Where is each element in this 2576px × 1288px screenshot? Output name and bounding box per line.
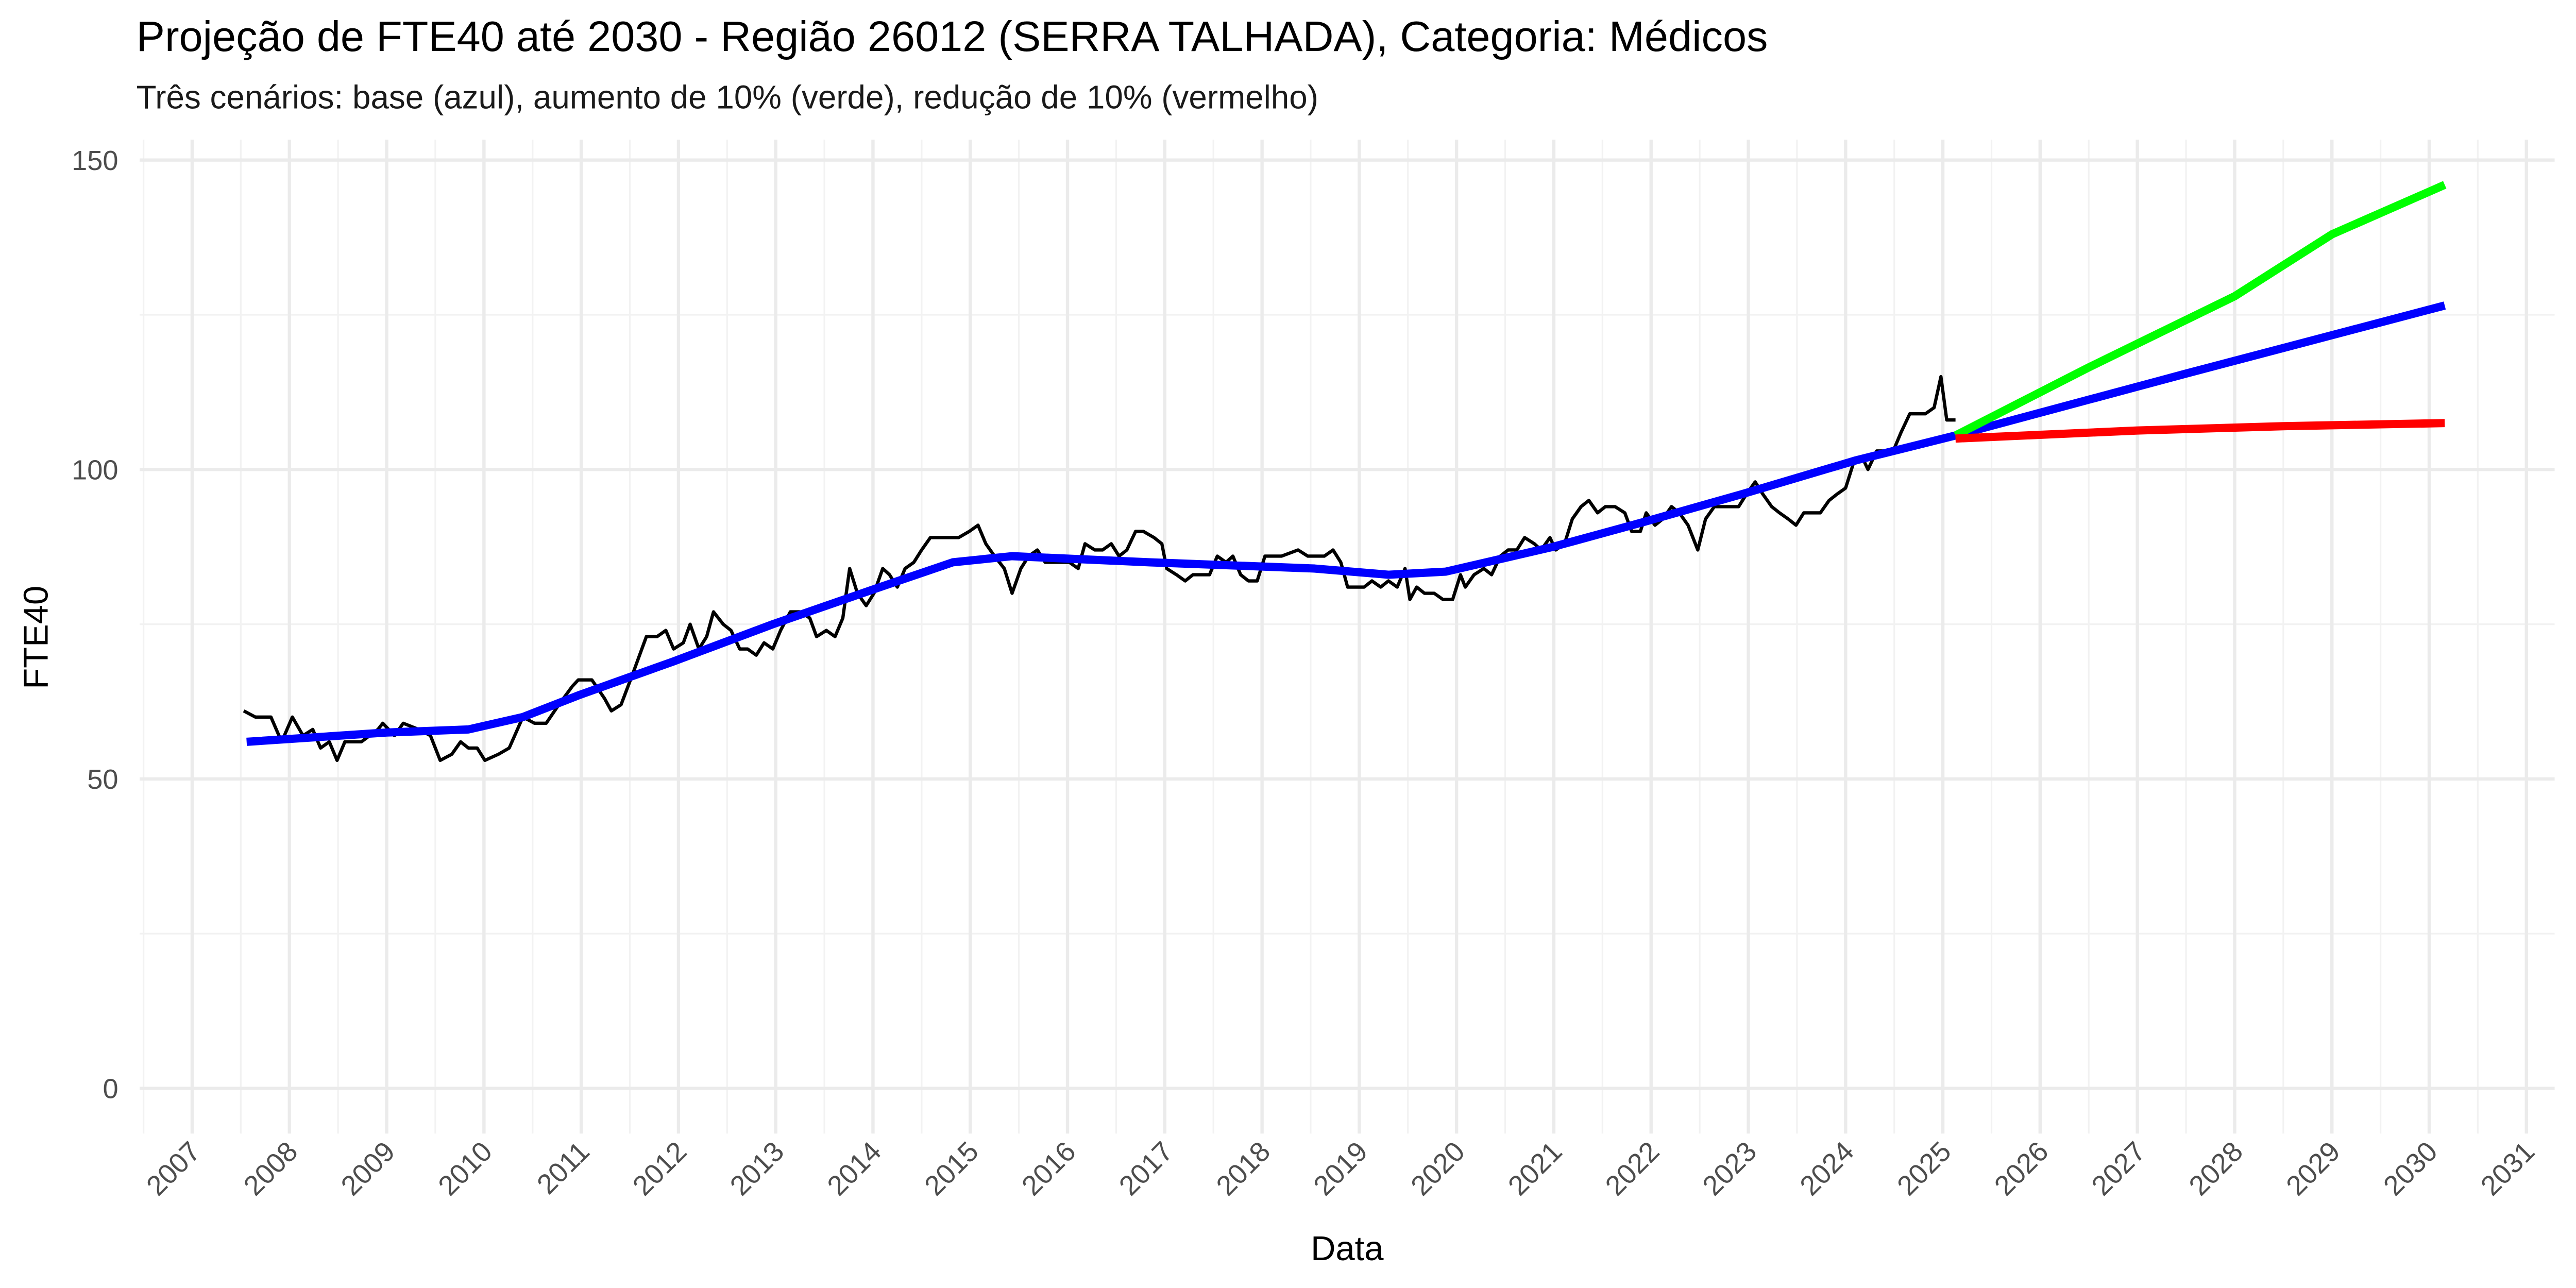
grid xyxy=(140,140,2555,1134)
x-tick-label: 2027 xyxy=(2086,1136,2152,1202)
x-tick-label: 2009 xyxy=(335,1136,401,1202)
x-tick-label: 2018 xyxy=(1211,1136,1277,1202)
x-tick-label: 2008 xyxy=(238,1136,304,1202)
series-line xyxy=(1954,181,2447,439)
x-tick-label: 2012 xyxy=(627,1136,693,1202)
chart-subtitle: Três cenários: base (azul), aumento de 1… xyxy=(137,78,1318,115)
series-line xyxy=(243,375,1956,762)
y-tick-label: 50 xyxy=(87,764,118,795)
tick-labels: 0 50 100 150 2007 2008 2009 2010 2011 2012 2013 201… xyxy=(72,145,2540,1201)
plot xyxy=(243,181,2447,762)
chart-title: Projeção de FTE40 até 2030 - Região 2601… xyxy=(137,12,1768,60)
x-tick-label: 2007 xyxy=(141,1136,207,1202)
x-tick-label: 2011 xyxy=(531,1136,596,1200)
x-tick-label: 2021 xyxy=(1502,1136,1568,1202)
x-tick-label: 2025 xyxy=(1891,1136,1957,1202)
y-tick-label: 150 xyxy=(72,145,118,176)
y-tick-label: 0 xyxy=(103,1074,118,1105)
x-tick-label: 2024 xyxy=(1794,1136,1860,1202)
x-tick-label: 2019 xyxy=(1308,1136,1374,1202)
x-tick-label: 2013 xyxy=(724,1136,790,1202)
x-tick-label: 2031 xyxy=(2475,1136,2541,1202)
x-tick-label: 2030 xyxy=(2378,1136,2444,1202)
x-tick-label: 2026 xyxy=(1989,1136,2055,1202)
y-tick-label: 100 xyxy=(72,454,118,485)
x-tick-label: 2014 xyxy=(821,1136,887,1202)
y-axis-title: FTE40 xyxy=(16,586,55,689)
x-tick-label: 2015 xyxy=(919,1136,985,1202)
x-tick-label: 2022 xyxy=(1600,1136,1666,1202)
x-tick-label: 2020 xyxy=(1405,1136,1471,1202)
series-line xyxy=(246,301,2446,746)
x-tick-label: 2028 xyxy=(2183,1136,2249,1202)
x-tick-label: 2029 xyxy=(2280,1136,2346,1202)
x-tick-label: 2017 xyxy=(1113,1136,1179,1202)
series-line xyxy=(1955,419,2445,443)
x-tick-label: 2016 xyxy=(1016,1136,1082,1202)
x-tick-label: 2010 xyxy=(432,1136,498,1202)
x-tick-label: 2023 xyxy=(1697,1136,1762,1202)
x-axis-title: Data xyxy=(1311,1229,1384,1268)
